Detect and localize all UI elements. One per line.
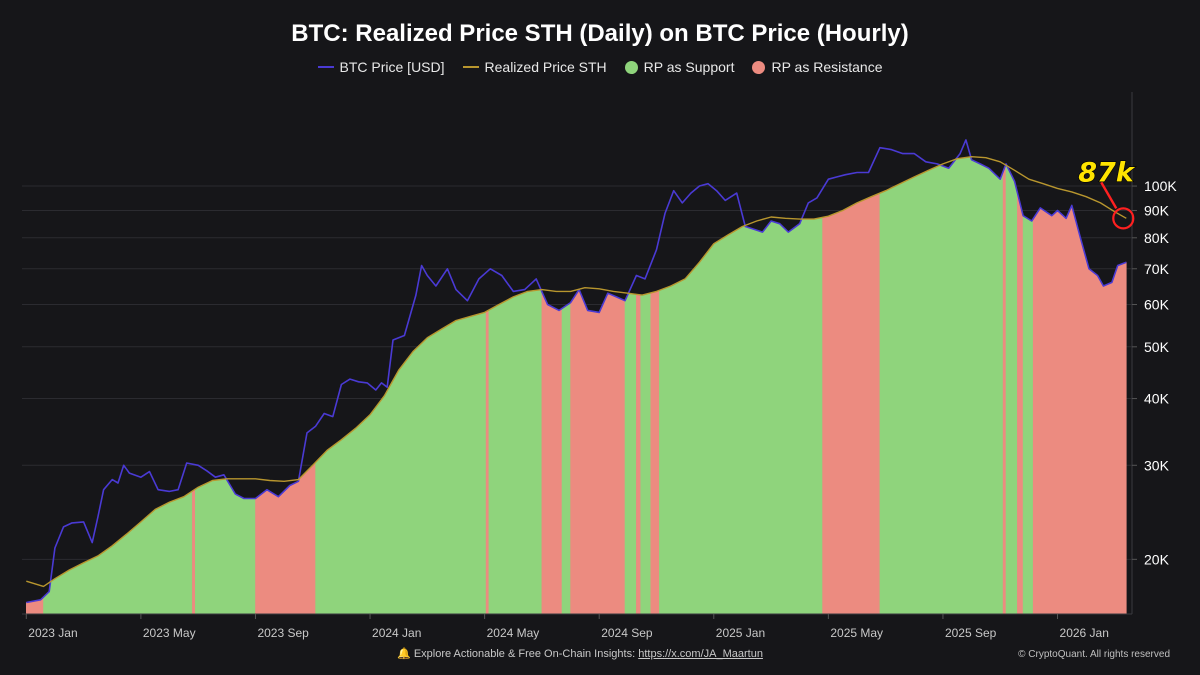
resistance-area-20 — [1017, 192, 1024, 615]
chart-title: BTC: Realized Price STH (Daily) on BTC P… — [291, 20, 909, 47]
annotation-arrow — [1100, 181, 1118, 209]
resistance-area-14 — [650, 289, 660, 615]
legend-btc-price-label: BTC Price [USD] — [339, 59, 445, 75]
resistance-area-4 — [255, 461, 316, 615]
legend-realized-price-label: Realized Price STH — [484, 59, 607, 75]
y-tick-label-1: 30K — [1144, 457, 1170, 473]
x-tick-label-5: 2024 Sep — [601, 626, 653, 640]
footer-note-text: Explore Actionable & Free On-Chain Insig… — [413, 648, 636, 660]
legend-btc-price[interactable]: BTC Price [USD] — [317, 59, 445, 75]
support-area-13 — [640, 292, 652, 615]
y-tick-label-3: 50K — [1144, 339, 1170, 355]
x-tick-label-1: 2023 May — [143, 626, 196, 640]
x-tick-label-7: 2025 May — [830, 626, 883, 640]
x-tick-label-8: 2025 Sep — [945, 626, 997, 640]
support-area-15 — [659, 217, 823, 615]
x-tick-label-2: 2023 Sep — [257, 626, 309, 640]
legend-rp-support-label: RP as Support — [643, 59, 735, 75]
y-tick-label-5: 70K — [1144, 261, 1170, 277]
annotation-label: 87k — [1078, 157, 1136, 188]
y-tick-label-8: 100K — [1144, 178, 1177, 194]
resistance-area-6 — [485, 309, 490, 615]
y-tick-label-7: 90K — [1144, 202, 1170, 218]
legend-rp-support-swatch — [624, 60, 638, 74]
x-tick-label-3: 2024 Jan — [372, 626, 421, 640]
x-tick-label-4: 2024 May — [487, 626, 540, 640]
legend-realized-price-swatch — [462, 66, 479, 68]
support-area-5 — [315, 311, 487, 615]
resistance-area-22 — [1032, 204, 1127, 615]
y-tick-label-0: 20K — [1144, 551, 1170, 567]
x-tick-label-9: 2026 Jan — [1060, 626, 1109, 640]
footer-link[interactable]: https://x.com/JA_Maartun — [638, 648, 763, 660]
resistance-area-18 — [1002, 164, 1007, 615]
support-area-19 — [1005, 164, 1018, 615]
legend-rp-resistance[interactable]: RP as Resistance — [752, 59, 882, 75]
resistance-area-12 — [636, 293, 641, 615]
support-area-17 — [879, 156, 1004, 615]
y-tick-label-6: 80K — [1144, 230, 1170, 246]
resistance-area-2 — [192, 488, 196, 615]
chart-legend: BTC Price [USD] Realized Price STH RP as… — [0, 59, 1200, 75]
legend-rp-support[interactable]: RP as Support — [624, 59, 735, 75]
annotation-circle — [1112, 207, 1135, 230]
resistance-area-16 — [822, 192, 881, 615]
legend-rp-resistance-label: RP as Resistance — [771, 59, 883, 75]
support-area-21 — [1022, 215, 1034, 615]
realized-price-sth-line — [26, 156, 1127, 588]
y-tick-label-4: 60K — [1144, 297, 1170, 313]
legend-rp-resistance-swatch — [752, 60, 766, 74]
support-area-11 — [624, 292, 637, 615]
support-area-1 — [43, 490, 193, 615]
resistance-area-10 — [570, 289, 626, 615]
bell-icon: 🔔 — [397, 648, 411, 660]
y-tick-label-2: 40K — [1144, 391, 1170, 407]
copyright-text: © CryptoQuant. All rights reserved — [1018, 649, 1170, 660]
x-tick-label-6: 2025 Jan — [716, 626, 765, 640]
support-area-7 — [488, 289, 543, 615]
footer-note: 🔔 Explore Actionable & Free On-Chain Ins… — [0, 647, 1160, 660]
legend-btc-price-swatch — [317, 66, 334, 68]
x-tick-label-0: 2023 Jan — [28, 626, 77, 640]
support-area-9 — [561, 302, 571, 615]
legend-realized-price[interactable]: Realized Price STH — [462, 59, 607, 75]
resistance-area-8 — [541, 291, 563, 615]
